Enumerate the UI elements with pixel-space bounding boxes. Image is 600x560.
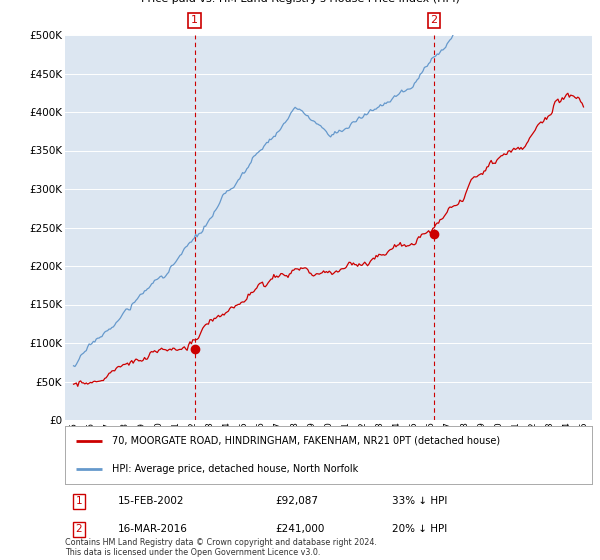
Text: 2: 2 bbox=[431, 16, 437, 25]
Text: 1: 1 bbox=[76, 496, 82, 506]
Text: Price paid vs. HM Land Registry's House Price Index (HPI): Price paid vs. HM Land Registry's House … bbox=[140, 0, 460, 3]
Text: 70, MOORGATE ROAD, HINDRINGHAM, FAKENHAM, NR21 0PT (detached house): 70, MOORGATE ROAD, HINDRINGHAM, FAKENHAM… bbox=[112, 436, 500, 446]
Text: £92,087: £92,087 bbox=[276, 496, 319, 506]
Text: 16-MAR-2016: 16-MAR-2016 bbox=[118, 524, 188, 534]
Text: 20% ↓ HPI: 20% ↓ HPI bbox=[392, 524, 447, 534]
Text: 33% ↓ HPI: 33% ↓ HPI bbox=[392, 496, 447, 506]
Text: 1: 1 bbox=[191, 16, 198, 25]
Text: Contains HM Land Registry data © Crown copyright and database right 2024.
This d: Contains HM Land Registry data © Crown c… bbox=[65, 538, 377, 557]
Text: HPI: Average price, detached house, North Norfolk: HPI: Average price, detached house, Nort… bbox=[112, 464, 359, 474]
Text: £241,000: £241,000 bbox=[276, 524, 325, 534]
Text: 2: 2 bbox=[76, 524, 82, 534]
Text: 15-FEB-2002: 15-FEB-2002 bbox=[118, 496, 184, 506]
